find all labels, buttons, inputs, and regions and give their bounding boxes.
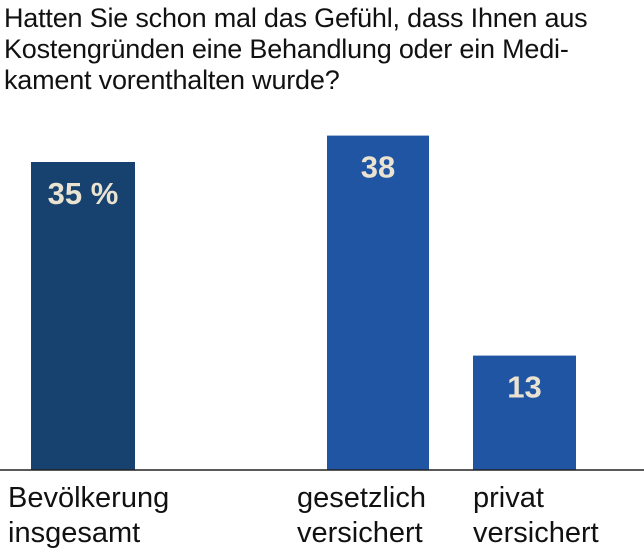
chart-title-line-1: Hatten Sie schon mal das Gefühl, dass Ih… [4, 3, 588, 33]
bars-group: 35 % 38 13 [31, 135, 576, 470]
bar-1 [31, 162, 135, 470]
bar-2 [327, 135, 429, 470]
category-label-3-line-2: versichert [473, 517, 599, 549]
bar-value-label-3: 13 [507, 370, 541, 405]
chart-title: Hatten Sie schon mal das Gefühl, dass Ih… [4, 3, 640, 96]
chart-title-line-3: kament vorenthalten wurde? [4, 65, 340, 95]
category-label-2-line-2: versichert [297, 517, 423, 549]
bar-3 [473, 355, 576, 470]
category-label-2-line-1: gesetzlich [297, 482, 426, 514]
chart-title-line-2: Kostengründen eine Behandlung oder ein M… [4, 34, 569, 64]
bar-value-label-2: 38 [361, 150, 395, 185]
bar-value-label-1: 35 % [48, 176, 119, 211]
category-label-3-line-1: privat [473, 482, 544, 514]
category-labels-group: Bevölkerunginsgesamtgesetzlichversichert… [8, 482, 599, 549]
category-label-1-line-1: Bevölkerung [8, 482, 169, 514]
category-label-1-line-2: insgesamt [8, 517, 140, 549]
